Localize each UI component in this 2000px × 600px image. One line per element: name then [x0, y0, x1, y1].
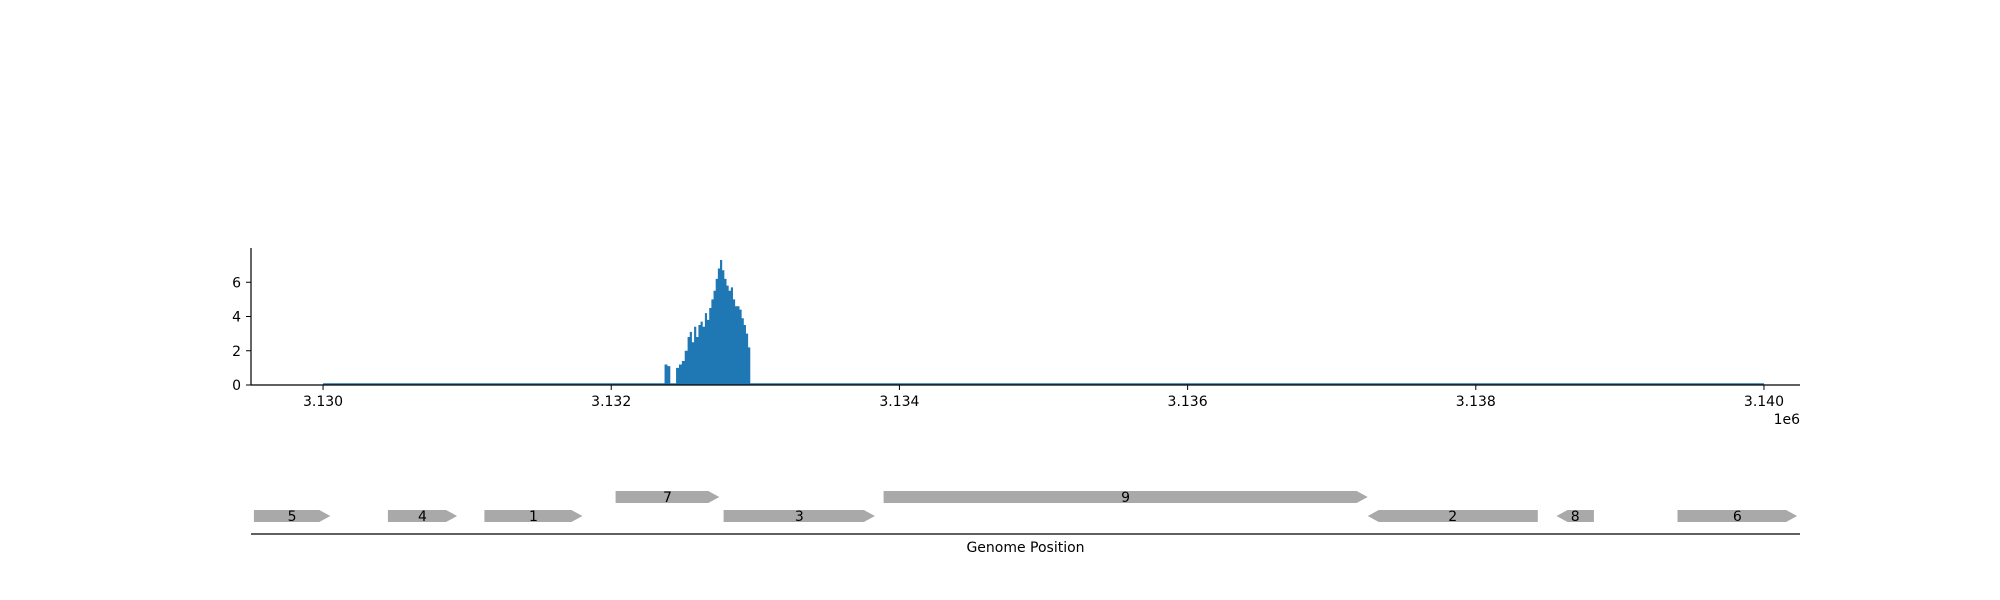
gene-label: 8 — [1571, 509, 1580, 525]
gene-arrow — [387, 510, 458, 522]
coverage-panel: 3.130 3.132 3.134 3.136 3.138 3.140 0 2 4 6 1e6 — [232, 248, 1800, 428]
x-tick-label: 3.138 — [1456, 394, 1496, 410]
x-tick-label: 3.132 — [591, 394, 631, 410]
coverage-area-layer — [323, 259, 1764, 386]
gene-arrow — [723, 510, 875, 522]
coverage-x-ticks: 3.130 3.132 3.134 3.136 3.138 3.140 — [303, 385, 1784, 410]
y-tick-label: 0 — [232, 378, 241, 394]
x-tick-label: 3.134 — [879, 394, 919, 410]
x-tick-label: 3.140 — [1744, 394, 1784, 410]
gene-label: 1 — [529, 509, 538, 525]
x-offset-label: 1e6 — [1774, 412, 1801, 428]
gene-arrow — [1677, 510, 1798, 522]
gene-arrow — [615, 491, 720, 503]
gene-label: 7 — [663, 490, 672, 506]
gene-arrows-layer: 5 4 1 7 3 9 2 8 6 — [253, 490, 1798, 525]
x-tick-label: 3.136 — [1168, 394, 1208, 410]
coverage-y-ticks: 0 2 4 6 — [232, 275, 251, 394]
coverage-area — [323, 259, 1764, 385]
y-tick-label: 6 — [232, 275, 241, 291]
gene-label: 5 — [288, 509, 297, 525]
gene-label: 6 — [1733, 509, 1742, 525]
gene-label: 2 — [1448, 509, 1457, 525]
gene-label: 9 — [1121, 490, 1130, 506]
gene-arrow — [253, 510, 331, 522]
gene-label: 4 — [418, 509, 427, 525]
gene-arrow — [484, 510, 583, 522]
gene-arrow — [1556, 510, 1594, 522]
gene-track-panel: 5 4 1 7 3 9 2 8 6 Genome Position — [251, 490, 1800, 556]
gene-arrow — [1367, 510, 1538, 522]
gene-arrow — [883, 491, 1368, 503]
gene-label: 3 — [795, 509, 804, 525]
gene-track-x-label: Genome Position — [966, 540, 1084, 556]
x-tick-label: 3.130 — [303, 394, 343, 410]
y-tick-label: 4 — [232, 310, 241, 326]
y-tick-label: 2 — [232, 344, 241, 360]
